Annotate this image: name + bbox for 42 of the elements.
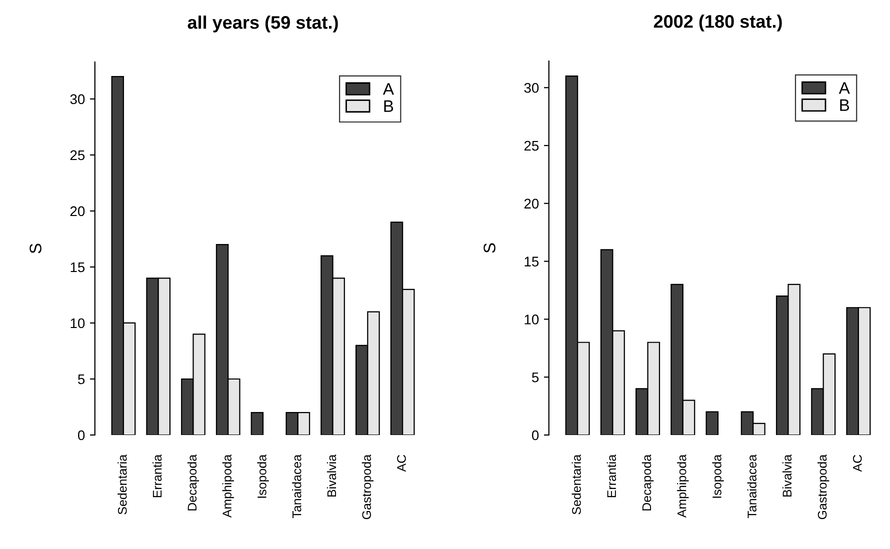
y-tick-label: 25 bbox=[524, 140, 539, 151]
legend-label: B bbox=[840, 99, 850, 111]
x-tick-label: Tanaidacea bbox=[292, 454, 302, 518]
x-tick-label: Tanaidacea bbox=[747, 454, 756, 518]
y-axis-title: S bbox=[30, 244, 42, 254]
y-axis-title: S bbox=[484, 243, 496, 253]
x-tick-label: Sedentaria bbox=[118, 454, 127, 514]
y-tick-label: 30 bbox=[70, 94, 85, 104]
x-tick-label: Sedentaria bbox=[572, 454, 581, 514]
legend-label: A bbox=[838, 82, 850, 94]
x-tick-label: Gastropoda bbox=[362, 454, 374, 520]
legend-label: A bbox=[382, 83, 394, 95]
x-tick-label: Isopoda bbox=[712, 454, 724, 498]
y-tick-label: 25 bbox=[70, 150, 85, 160]
x-tick-label: Decapoda bbox=[187, 454, 200, 510]
x-tick-label: Amphipoda bbox=[677, 454, 689, 518]
x-tick-label: Isopoda bbox=[257, 454, 269, 498]
x-tick-label: Errantia bbox=[152, 454, 162, 498]
y-tick-label: 20 bbox=[70, 206, 85, 216]
y-tick-label: 10 bbox=[524, 314, 539, 324]
y-tick-label: 0 bbox=[532, 430, 539, 440]
chart-title: all years (59 stat.) bbox=[188, 16, 338, 32]
x-tick-label: Errantia bbox=[606, 454, 616, 498]
x-tick-label: AC bbox=[397, 454, 406, 472]
y-tick-label: 5 bbox=[78, 374, 85, 384]
y-tick-label: 0 bbox=[78, 430, 85, 440]
y-tick-label: 15 bbox=[524, 256, 539, 266]
x-tick-label: Amphipoda bbox=[222, 454, 234, 518]
x-tick-label: Gastropoda bbox=[818, 454, 830, 520]
x-tick-label: Decapoda bbox=[642, 454, 654, 510]
y-tick-label: 15 bbox=[70, 262, 85, 272]
legend-label: B bbox=[384, 100, 394, 112]
x-tick-label: Bivalvia bbox=[782, 454, 792, 496]
y-tick-label: 10 bbox=[70, 318, 85, 328]
y-tick-label: 5 bbox=[532, 372, 539, 382]
y-tick-label: 20 bbox=[524, 198, 539, 209]
x-tick-label: AC bbox=[852, 454, 862, 472]
y-tick-label: 30 bbox=[524, 82, 539, 93]
chart-title: 2002 (180 stat.) bbox=[654, 14, 782, 32]
x-tick-label: Bivalvia bbox=[326, 454, 336, 496]
bar bbox=[706, 411, 719, 435]
bar bbox=[250, 412, 264, 435]
